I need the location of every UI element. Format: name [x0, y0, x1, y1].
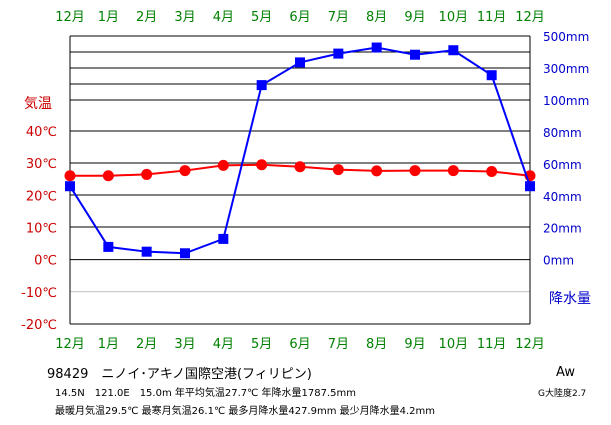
precipitation-tick-label: 20mm: [543, 222, 582, 236]
series-layer: [64, 42, 536, 259]
month-label-top: 2月: [136, 10, 157, 25]
month-label-top: 10月: [439, 10, 469, 25]
precipitation-tick-label: 500mm: [543, 30, 589, 44]
precipitation-point: [295, 57, 305, 68]
temperature-tick-label: 20℃: [26, 189, 57, 204]
month-label-top: 5月: [251, 10, 272, 25]
month-label-top: 8月: [366, 10, 387, 25]
month-label-bottom: 9月: [404, 337, 425, 352]
temperature-point: [256, 159, 268, 171]
precipitation-point: [371, 42, 382, 53]
temperature-tick-label: 0℃: [34, 254, 57, 269]
month-label-top: 9月: [404, 10, 425, 25]
station-extremes-summary: 最暖月気温29.5℃ 最寒月気温26.1℃ 最多月降水量427.9mm 最少月降…: [55, 406, 436, 417]
temperature-point: [141, 168, 153, 180]
precipitation-tick-label: 100mm: [543, 94, 589, 108]
month-label-top: 11月: [477, 10, 507, 25]
month-label-bottom: 12月: [55, 337, 85, 352]
temperature-tick-label: 30℃: [26, 157, 57, 172]
temperature-point: [332, 164, 344, 176]
month-label-bottom: 5月: [251, 337, 272, 352]
precipitation-tick-label: 0mm: [543, 254, 574, 268]
precipitation-point: [448, 45, 459, 56]
station-coords-summary: 14.5N 121.0E 15.0m 年平均気温27.7℃ 年降水量1787.5…: [55, 388, 357, 399]
month-label-bottom: 2月: [136, 337, 157, 352]
climate-classification-code: Aw: [556, 365, 575, 380]
month-label-bottom: 6月: [289, 337, 310, 352]
continentality-index: G大陸度2.7: [538, 389, 587, 399]
month-label-bottom: 7月: [328, 337, 349, 352]
precipitation-point: [103, 241, 114, 252]
right-axis-title: 降水量: [549, 291, 591, 307]
temperature-point: [102, 170, 114, 182]
axis-layer: [69, 36, 531, 325]
temperature-point: [64, 170, 76, 182]
precipitation-point: [65, 181, 75, 192]
temperature-point: [486, 166, 498, 178]
label-layer: 12月 12月 1月 1月 2月 2月 3月 3月 4月 4月 5月 5月 6月 6月 7月 7月 8月 8月 9月…: [21, 10, 591, 352]
precipitation-point: [141, 246, 152, 257]
precipitation-tick-label: 60mm: [543, 158, 582, 172]
temperature-point: [217, 159, 229, 171]
precipitation-point: [333, 48, 344, 59]
temperature-tick-label: 40℃: [26, 125, 57, 140]
month-label-top: 6月: [289, 10, 310, 25]
month-label-bottom: 8月: [366, 337, 387, 352]
precipitation-point: [218, 233, 229, 244]
temperature-point: [409, 165, 421, 177]
precipitation-point: [525, 181, 535, 192]
month-label-bottom: 4月: [213, 337, 234, 352]
precipitation-point: [180, 248, 190, 259]
month-label-top: 12月: [55, 10, 85, 25]
month-label-bottom: 1月: [98, 337, 119, 352]
month-label-top: 3月: [174, 10, 195, 25]
grid-layer: [70, 35, 530, 293]
month-label-bottom: 12月: [515, 337, 545, 352]
precipitation-tick-label: 80mm: [543, 126, 582, 140]
precipitation-tick-label: 40mm: [543, 190, 582, 204]
left-axis-title: 気温: [24, 96, 52, 112]
month-label-top: 1月: [98, 10, 119, 25]
station-title: 98429 ニノイ･アキノ国際空港(フィリピン): [47, 367, 312, 382]
precipitation-point: [486, 70, 497, 81]
precipitation-tick-label: 300mm: [543, 62, 589, 76]
precipitation-line: [69, 46, 531, 255]
temperature-tick-label: -10℃: [21, 286, 57, 301]
temperature-point: [371, 165, 383, 177]
temperature-point: [447, 165, 459, 177]
month-label-bottom: 3月: [174, 337, 195, 352]
month-label-top: 7月: [328, 10, 349, 25]
month-label-bottom: 10月: [439, 337, 469, 352]
precipitation-point: [256, 80, 267, 91]
month-label-top: 12月: [515, 10, 545, 25]
precipitation-point: [410, 49, 420, 60]
temperature-tick-label: 10℃: [26, 222, 57, 237]
temperature-point: [179, 165, 191, 177]
month-label-bottom: 11月: [477, 337, 507, 352]
temperature-point: [294, 161, 306, 173]
month-label-top: 4月: [213, 10, 234, 25]
temperature-tick-label: -20℃: [21, 318, 57, 333]
